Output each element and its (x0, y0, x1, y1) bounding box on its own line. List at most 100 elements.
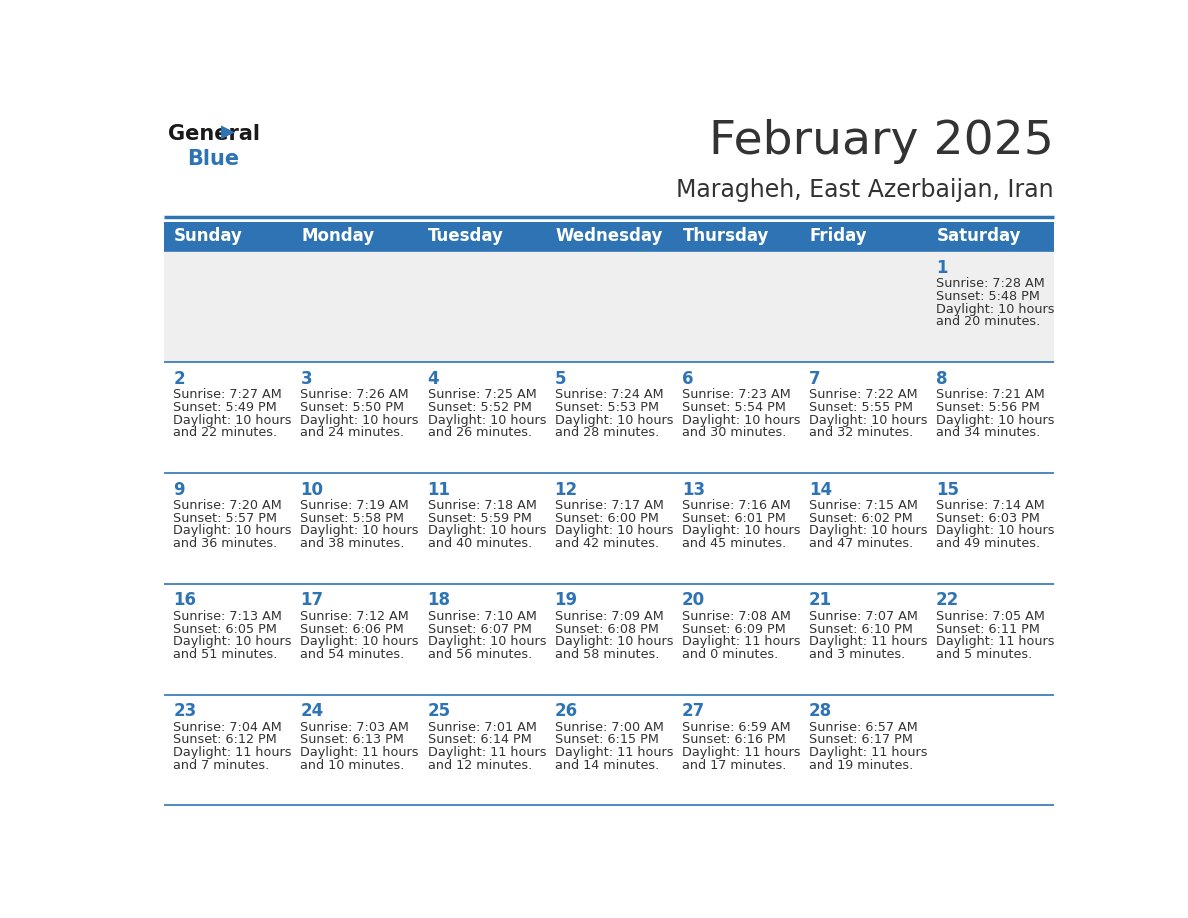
Text: 6: 6 (682, 370, 694, 387)
Text: Sunset: 6:00 PM: Sunset: 6:00 PM (555, 511, 658, 525)
Text: 8: 8 (936, 370, 947, 387)
Text: Sunset: 5:52 PM: Sunset: 5:52 PM (428, 401, 531, 414)
Text: and 30 minutes.: and 30 minutes. (682, 426, 786, 439)
Text: and 12 minutes.: and 12 minutes. (428, 759, 532, 772)
Text: and 36 minutes.: and 36 minutes. (173, 537, 278, 550)
Text: Sunrise: 7:19 AM: Sunrise: 7:19 AM (301, 499, 409, 512)
Text: Daylight: 10 hours: Daylight: 10 hours (301, 635, 419, 648)
Text: and 34 minutes.: and 34 minutes. (936, 426, 1041, 439)
Text: 28: 28 (809, 702, 832, 721)
Text: 10: 10 (301, 480, 323, 498)
Text: Daylight: 10 hours: Daylight: 10 hours (301, 524, 419, 537)
Text: 11: 11 (428, 480, 450, 498)
Text: and 58 minutes.: and 58 minutes. (555, 648, 659, 661)
Text: Daylight: 10 hours: Daylight: 10 hours (809, 413, 928, 427)
Text: 14: 14 (809, 480, 832, 498)
Text: Sunset: 6:16 PM: Sunset: 6:16 PM (682, 733, 785, 746)
Text: Sunset: 6:17 PM: Sunset: 6:17 PM (809, 733, 912, 746)
Text: and 10 minutes.: and 10 minutes. (301, 759, 405, 772)
Text: Daylight: 10 hours: Daylight: 10 hours (555, 635, 674, 648)
Bar (927, 222, 1054, 251)
Text: 15: 15 (936, 480, 959, 498)
Text: Sunset: 5:58 PM: Sunset: 5:58 PM (301, 511, 404, 525)
Text: and 56 minutes.: and 56 minutes. (428, 648, 532, 661)
Bar (164, 222, 291, 251)
Text: 17: 17 (301, 591, 323, 610)
Text: Maragheh, East Azerbaijan, Iran: Maragheh, East Azerbaijan, Iran (676, 178, 1054, 202)
Text: 12: 12 (555, 480, 577, 498)
Text: Friday: Friday (809, 228, 867, 245)
Text: Daylight: 11 hours: Daylight: 11 hours (301, 746, 419, 759)
Bar (672, 222, 800, 251)
Text: Sunrise: 7:22 AM: Sunrise: 7:22 AM (809, 388, 917, 401)
Text: Daylight: 10 hours: Daylight: 10 hours (173, 413, 292, 427)
Text: General: General (168, 124, 260, 144)
Text: Daylight: 10 hours: Daylight: 10 hours (936, 524, 1055, 537)
Bar (418, 222, 545, 251)
Bar (164, 251, 1054, 362)
Text: Daylight: 10 hours: Daylight: 10 hours (173, 635, 292, 648)
Text: 27: 27 (682, 702, 704, 721)
Text: Daylight: 10 hours: Daylight: 10 hours (173, 524, 292, 537)
Text: 26: 26 (555, 702, 577, 721)
Text: Daylight: 10 hours: Daylight: 10 hours (936, 303, 1055, 316)
Text: and 49 minutes.: and 49 minutes. (936, 537, 1040, 550)
Text: 9: 9 (173, 480, 185, 498)
Text: Daylight: 11 hours: Daylight: 11 hours (555, 746, 674, 759)
Text: 3: 3 (301, 370, 312, 387)
Text: Sunrise: 6:59 AM: Sunrise: 6:59 AM (682, 721, 790, 733)
Text: Sunset: 6:11 PM: Sunset: 6:11 PM (936, 622, 1040, 635)
Text: and 14 minutes.: and 14 minutes. (555, 759, 659, 772)
Text: 23: 23 (173, 702, 196, 721)
Text: Daylight: 11 hours: Daylight: 11 hours (936, 635, 1055, 648)
Text: and 40 minutes.: and 40 minutes. (428, 537, 532, 550)
Text: 16: 16 (173, 591, 196, 610)
Text: Daylight: 11 hours: Daylight: 11 hours (428, 746, 546, 759)
Text: Sunrise: 7:26 AM: Sunrise: 7:26 AM (301, 388, 409, 401)
Text: Sunrise: 7:10 AM: Sunrise: 7:10 AM (428, 610, 536, 623)
Text: Sunset: 6:07 PM: Sunset: 6:07 PM (428, 622, 531, 635)
Text: Sunset: 6:03 PM: Sunset: 6:03 PM (936, 511, 1040, 525)
Text: 5: 5 (555, 370, 567, 387)
Text: Sunset: 6:15 PM: Sunset: 6:15 PM (555, 733, 658, 746)
Text: Sunset: 6:09 PM: Sunset: 6:09 PM (682, 622, 785, 635)
Text: Sunset: 6:12 PM: Sunset: 6:12 PM (173, 733, 277, 746)
Text: Sunrise: 7:05 AM: Sunrise: 7:05 AM (936, 610, 1044, 623)
Text: 18: 18 (428, 591, 450, 610)
Text: Daylight: 10 hours: Daylight: 10 hours (301, 413, 419, 427)
Text: ▶: ▶ (221, 122, 235, 140)
Bar (291, 222, 418, 251)
Text: and 3 minutes.: and 3 minutes. (809, 648, 905, 661)
Text: Sunrise: 7:16 AM: Sunrise: 7:16 AM (682, 499, 790, 512)
Text: Sunset: 5:54 PM: Sunset: 5:54 PM (682, 401, 785, 414)
Text: and 19 minutes.: and 19 minutes. (809, 759, 914, 772)
Text: Sunrise: 7:25 AM: Sunrise: 7:25 AM (428, 388, 536, 401)
Text: Sunrise: 7:17 AM: Sunrise: 7:17 AM (555, 499, 663, 512)
Text: Sunset: 6:01 PM: Sunset: 6:01 PM (682, 511, 785, 525)
Text: Sunrise: 7:07 AM: Sunrise: 7:07 AM (809, 610, 917, 623)
Text: and 0 minutes.: and 0 minutes. (682, 648, 778, 661)
Text: Sunrise: 7:12 AM: Sunrise: 7:12 AM (301, 610, 409, 623)
Text: Sunset: 5:57 PM: Sunset: 5:57 PM (173, 511, 277, 525)
Text: and 24 minutes.: and 24 minutes. (301, 426, 405, 439)
Text: 22: 22 (936, 591, 959, 610)
Text: Daylight: 10 hours: Daylight: 10 hours (809, 524, 928, 537)
Text: and 42 minutes.: and 42 minutes. (555, 537, 658, 550)
Text: Sunrise: 7:08 AM: Sunrise: 7:08 AM (682, 610, 790, 623)
Text: Sunrise: 7:13 AM: Sunrise: 7:13 AM (173, 610, 283, 623)
Text: Sunset: 5:53 PM: Sunset: 5:53 PM (555, 401, 658, 414)
Text: and 28 minutes.: and 28 minutes. (555, 426, 659, 439)
Text: and 17 minutes.: and 17 minutes. (682, 759, 786, 772)
Text: and 5 minutes.: and 5 minutes. (936, 648, 1032, 661)
Text: Sunset: 5:55 PM: Sunset: 5:55 PM (809, 401, 912, 414)
Text: Sunset: 5:49 PM: Sunset: 5:49 PM (173, 401, 277, 414)
Text: Sunset: 6:13 PM: Sunset: 6:13 PM (301, 733, 404, 746)
Text: and 20 minutes.: and 20 minutes. (936, 316, 1041, 329)
Text: Sunrise: 7:04 AM: Sunrise: 7:04 AM (173, 721, 282, 733)
Text: Sunset: 5:56 PM: Sunset: 5:56 PM (936, 401, 1040, 414)
Text: Daylight: 11 hours: Daylight: 11 hours (682, 746, 801, 759)
Text: Sunrise: 7:09 AM: Sunrise: 7:09 AM (555, 610, 663, 623)
Text: Sunrise: 7:27 AM: Sunrise: 7:27 AM (173, 388, 282, 401)
Text: Sunset: 5:50 PM: Sunset: 5:50 PM (301, 401, 404, 414)
Text: Daylight: 10 hours: Daylight: 10 hours (936, 413, 1055, 427)
